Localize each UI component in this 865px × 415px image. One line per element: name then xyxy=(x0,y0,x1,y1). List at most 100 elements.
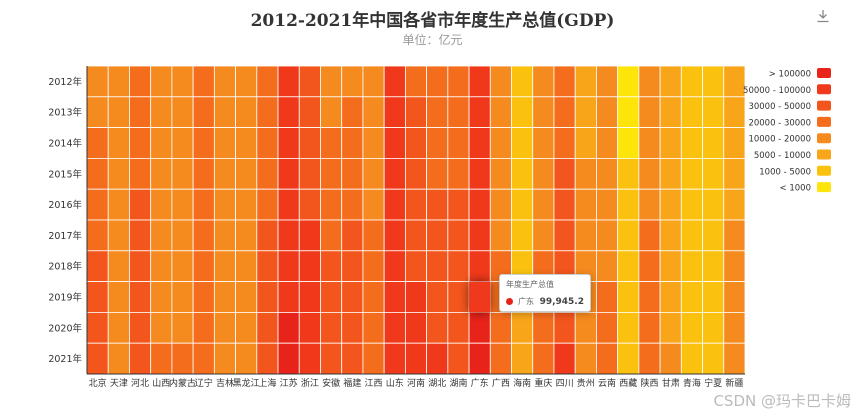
heatmap-cell-宁夏-2020年[interactable] xyxy=(702,311,725,344)
heatmap-cell-贵州-2013年[interactable] xyxy=(574,96,597,129)
heatmap-cell-湖南-2019年[interactable] xyxy=(447,281,470,313)
heatmap-cell-广西-2013年[interactable] xyxy=(489,96,512,129)
heatmap-cell-河北-2020年[interactable] xyxy=(129,311,152,344)
heatmap-cell-新疆-2017年[interactable] xyxy=(723,219,746,252)
heatmap-cell-重庆-2017年[interactable] xyxy=(532,219,555,252)
heatmap-cell-江西-2013年[interactable] xyxy=(362,96,385,129)
heatmap-cell-贵州-2020年[interactable] xyxy=(574,311,597,344)
heatmap-cell-江苏-2017年[interactable] xyxy=(277,219,300,252)
heatmap-cell-安徽-2017年[interactable] xyxy=(320,219,343,252)
heatmap-cell-河南-2014年[interactable] xyxy=(404,127,428,159)
heatmap-cell-湖北-2020年[interactable] xyxy=(426,311,449,344)
heatmap-cell-甘肃-2018年[interactable] xyxy=(659,250,682,283)
heatmap-cell-青海-2013年[interactable] xyxy=(680,96,703,129)
heatmap-cell-山东-2014年[interactable] xyxy=(383,127,406,159)
heatmap-cell-吉林-2018年[interactable] xyxy=(213,250,236,283)
heatmap-cell-天津-2014年[interactable] xyxy=(107,127,130,159)
heatmap-cell-贵州-2021年[interactable] xyxy=(574,342,597,375)
heatmap-cell-安徽-2016年[interactable] xyxy=(320,188,343,221)
heatmap-cell-湖南-2016年[interactable] xyxy=(447,188,470,221)
heatmap-cell-湖南-2021年[interactable] xyxy=(447,342,470,375)
heatmap-cell-宁夏-2012年[interactable] xyxy=(702,65,725,98)
heatmap-cell-吉林-2012年[interactable] xyxy=(213,65,236,98)
heatmap-cell-海南-2017年[interactable] xyxy=(511,219,534,252)
heatmap-cell-河南-2015年[interactable] xyxy=(404,157,428,190)
heatmap-cell-浙江-2014年[interactable] xyxy=(298,127,321,159)
heatmap-cell-甘肃-2019年[interactable] xyxy=(659,281,682,313)
heatmap-cell-湖北-2017年[interactable] xyxy=(426,219,449,252)
heatmap-cell-陕西-2018年[interactable] xyxy=(638,250,661,283)
legend-swatch[interactable] xyxy=(817,149,831,160)
heatmap-cell-江苏-2014年[interactable] xyxy=(277,127,300,159)
heatmap-cell-青海-2020年[interactable] xyxy=(680,311,703,344)
heatmap-cell-天津-2018年[interactable] xyxy=(107,250,130,283)
heatmap-cell-北京-2013年[interactable] xyxy=(86,96,109,129)
heatmap-cell-内蒙古-2012年[interactable] xyxy=(171,65,194,98)
heatmap-cell-青海-2018年[interactable] xyxy=(680,250,703,283)
heatmap-cell-青海-2014年[interactable] xyxy=(680,127,703,159)
heatmap-cell-辽宁-2017年[interactable] xyxy=(192,219,215,252)
heatmap-cell-湖南-2013年[interactable] xyxy=(447,96,470,129)
heatmap-cell-青海-2016年[interactable] xyxy=(680,188,703,221)
heatmap-cell-重庆-2013年[interactable] xyxy=(532,96,555,129)
heatmap-cell-贵州-2014年[interactable] xyxy=(574,127,597,159)
heatmap-cell-广东-2014年[interactable] xyxy=(468,127,491,159)
heatmap-cell-浙江-2017年[interactable] xyxy=(298,219,321,252)
heatmap-cell-广东-2015年[interactable] xyxy=(468,157,491,190)
heatmap-cell-吉林-2014年[interactable] xyxy=(213,127,236,159)
legend-swatch[interactable] xyxy=(817,100,831,111)
heatmap-cell-四川-2021年[interactable] xyxy=(553,342,576,375)
heatmap-cell-陕西-2020年[interactable] xyxy=(638,311,661,344)
heatmap-cell-四川-2014年[interactable] xyxy=(553,127,576,159)
heatmap-cell-北京-2020年[interactable] xyxy=(86,311,109,344)
heatmap-cell-江西-2012年[interactable] xyxy=(362,65,385,98)
heatmap-cell-内蒙古-2018年[interactable] xyxy=(171,250,194,283)
heatmap-cell-安徽-2013年[interactable] xyxy=(320,96,343,129)
heatmap-cell-重庆-2021年[interactable] xyxy=(532,342,555,375)
heatmap-cell-云南-2020年[interactable] xyxy=(596,311,619,344)
heatmap-cell-山西-2017年[interactable] xyxy=(150,219,173,252)
heatmap-cell-内蒙古-2020年[interactable] xyxy=(171,311,194,344)
heatmap-cell-上海-2014年[interactable] xyxy=(256,127,279,159)
heatmap-cell-湖南-2017年[interactable] xyxy=(447,219,470,252)
heatmap-cell-甘肃-2017年[interactable] xyxy=(659,219,682,252)
heatmap-cell-安徽-2018年[interactable] xyxy=(320,250,343,283)
heatmap-cell-河南-2013年[interactable] xyxy=(404,96,428,129)
heatmap-cell-天津-2021年[interactable] xyxy=(107,342,130,375)
heatmap-cell-海南-2021年[interactable] xyxy=(511,342,534,375)
heatmap-cell-四川-2017年[interactable] xyxy=(553,219,576,252)
heatmap-cell-福建-2013年[interactable] xyxy=(341,96,364,129)
legend-swatch[interactable] xyxy=(817,68,831,78)
heatmap-cell-山东-2020年[interactable] xyxy=(383,311,406,344)
heatmap-cell-黑龙江-2019年[interactable] xyxy=(235,281,258,313)
heatmap-cell-广西-2012年[interactable] xyxy=(489,65,512,98)
heatmap-cell-宁夏-2019年[interactable] xyxy=(702,281,725,313)
heatmap-cell-上海-2015年[interactable] xyxy=(256,157,279,190)
heatmap-cell-山东-2021年[interactable] xyxy=(383,342,406,375)
heatmap-cell-青海-2017年[interactable] xyxy=(680,219,703,252)
heatmap-cell-青海-2019年[interactable] xyxy=(680,281,703,313)
heatmap-cell-山东-2013年[interactable] xyxy=(383,96,406,129)
heatmap-cell-广东-2020年[interactable] xyxy=(468,311,491,344)
heatmap-cell-浙江-2018年[interactable] xyxy=(298,250,321,283)
heatmap-cell-江苏-2020年[interactable] xyxy=(277,311,300,344)
legend-swatch[interactable] xyxy=(817,182,831,193)
legend-label[interactable]: 30000 - 50000 xyxy=(748,102,811,112)
heatmap-cell-重庆-2020年[interactable] xyxy=(532,311,555,344)
heatmap-cell-甘肃-2016年[interactable] xyxy=(659,188,682,221)
heatmap-cell-甘肃-2020年[interactable] xyxy=(659,311,682,344)
heatmap-cell-福建-2017年[interactable] xyxy=(341,219,364,252)
heatmap-cell-山西-2013年[interactable] xyxy=(150,96,173,129)
heatmap-cell-广西-2015年[interactable] xyxy=(489,157,512,190)
heatmap-cell-江苏-2021年[interactable] xyxy=(277,342,300,375)
heatmap-cell-北京-2012年[interactable] xyxy=(86,65,109,98)
heatmap-cell-福建-2019年[interactable] xyxy=(341,281,364,313)
heatmap-cell-安徽-2012年[interactable] xyxy=(320,65,343,98)
heatmap-cell-新疆-2021年[interactable] xyxy=(723,342,746,375)
heatmap-cell-内蒙古-2021年[interactable] xyxy=(171,342,194,375)
heatmap-cell-黑龙江-2013年[interactable] xyxy=(235,96,258,129)
heatmap-cell-安徽-2021年[interactable] xyxy=(320,342,343,375)
heatmap-cell-宁夏-2013年[interactable] xyxy=(702,96,725,129)
heatmap-cell-四川-2015年[interactable] xyxy=(553,157,576,190)
heatmap-cell-黑龙江-2016年[interactable] xyxy=(235,188,258,221)
